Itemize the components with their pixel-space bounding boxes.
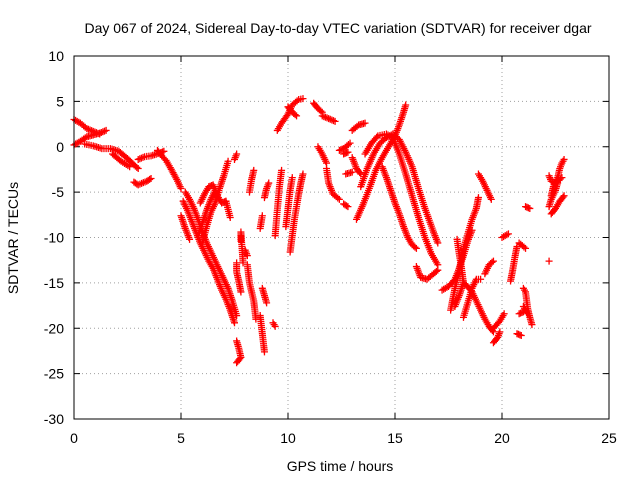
x-tick-label: 5 bbox=[177, 430, 185, 446]
x-tick-label: 25 bbox=[601, 430, 617, 446]
data-series-arc-31 bbox=[284, 103, 301, 120]
data-series-arc-61 bbox=[522, 203, 534, 212]
data-series-arc-20 bbox=[243, 261, 260, 323]
plot-frame bbox=[73, 55, 610, 420]
data-points bbox=[70, 95, 568, 367]
data-series-arc-11 bbox=[198, 157, 232, 247]
data-series-arc-19 bbox=[245, 166, 258, 196]
data-series-arc-54 bbox=[489, 328, 504, 347]
data-series-arc-35 bbox=[323, 165, 343, 203]
data-series-arc-60 bbox=[515, 239, 530, 252]
data-series-arc-40 bbox=[348, 119, 369, 134]
data-series-arc-64 bbox=[545, 257, 553, 265]
data-series-arc-50 bbox=[459, 275, 485, 321]
x-tick-label: 20 bbox=[494, 430, 510, 446]
y-tick-label: 0 bbox=[56, 139, 64, 155]
y-tick-label: -10 bbox=[44, 230, 64, 246]
chart-title: Day 067 of 2024, Sidereal Day-to-day VTE… bbox=[84, 20, 591, 36]
data-series-arc-68 bbox=[545, 172, 566, 187]
data-series-arc-57 bbox=[507, 243, 521, 285]
data-series-arc-46 bbox=[412, 263, 442, 283]
data-series-arc-51 bbox=[453, 235, 467, 287]
y-tick-label: -5 bbox=[52, 184, 65, 200]
data-series-arc-58 bbox=[513, 330, 525, 340]
data-series-arc-25 bbox=[256, 212, 266, 232]
data-series-arc-14 bbox=[222, 197, 234, 222]
data-series-arc-21 bbox=[241, 246, 251, 260]
data-series-arc-03 bbox=[81, 140, 142, 173]
data-series-arc-38 bbox=[340, 200, 352, 211]
y-tick-label: -20 bbox=[44, 320, 64, 336]
y-tick-label: 10 bbox=[48, 48, 64, 64]
data-series-arc-22 bbox=[256, 312, 268, 356]
data-series-arc-55 bbox=[481, 257, 497, 278]
y-axis-title: SDTVAR / TECUs bbox=[5, 182, 21, 294]
x-tick-label: 0 bbox=[70, 430, 78, 446]
data-series-arc-13 bbox=[177, 212, 194, 243]
data-series-arc-63 bbox=[519, 302, 532, 318]
data-series-arc-52 bbox=[474, 170, 495, 203]
data-series-arc-56 bbox=[498, 230, 512, 241]
data-series-arc-28 bbox=[286, 170, 307, 256]
y-tick-label: 5 bbox=[56, 93, 64, 109]
y-tick-label: -30 bbox=[44, 411, 64, 427]
data-series-arc-18 bbox=[231, 150, 241, 163]
data-series-arc-27 bbox=[271, 166, 286, 240]
data-series-arc-53 bbox=[489, 310, 508, 332]
data-series-arc-65 bbox=[547, 192, 568, 218]
data-series-arc-05 bbox=[130, 175, 155, 189]
data-series-arc-32 bbox=[310, 99, 326, 116]
grid bbox=[74, 56, 609, 419]
y-tick-label: -25 bbox=[44, 366, 64, 382]
data-series-arc-34 bbox=[314, 143, 331, 167]
x-tick-label: 15 bbox=[387, 430, 403, 446]
data-series-arc-16 bbox=[233, 337, 245, 367]
data-series-arc-04 bbox=[109, 150, 134, 171]
data-series-arc-12 bbox=[194, 186, 219, 240]
data-series-arc-24 bbox=[260, 179, 273, 202]
x-tick-label: 10 bbox=[280, 430, 296, 446]
data-series-arc-23 bbox=[258, 284, 271, 307]
data-series-arc-33 bbox=[318, 112, 339, 125]
data-series-arc-36 bbox=[335, 139, 354, 154]
data-series-arc-44 bbox=[361, 130, 442, 269]
data-series-arc-07 bbox=[153, 146, 185, 192]
data-series-arc-41 bbox=[348, 154, 365, 178]
y-tick-label: -15 bbox=[44, 275, 64, 291]
data-series-arc-26 bbox=[269, 319, 279, 330]
data-series-arc-45 bbox=[378, 163, 420, 252]
data-series-arc-15 bbox=[233, 259, 245, 296]
axis-ticks: 0 5 10 15 20 25 -30 -25 -20 -15 -10 -5 0 5 10 bbox=[44, 48, 617, 446]
data-series-arc-39 bbox=[340, 148, 352, 158]
data-series-arc-37 bbox=[342, 168, 356, 178]
x-axis-title: GPS time / hours bbox=[287, 458, 394, 474]
data-series-arc-29 bbox=[282, 174, 296, 231]
